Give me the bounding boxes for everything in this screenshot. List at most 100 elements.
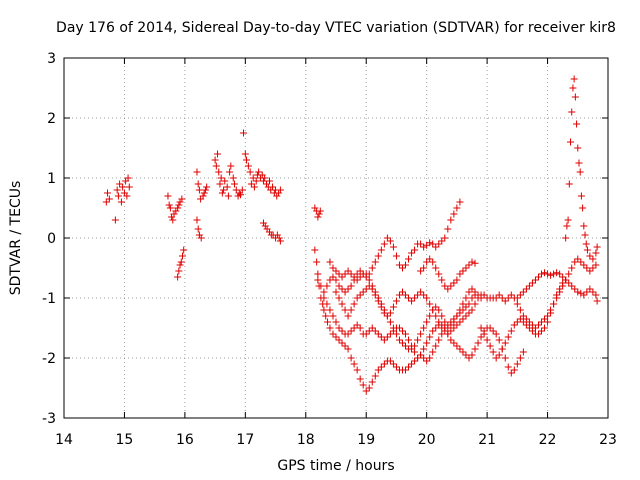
data-point [335, 324, 343, 332]
data-point [368, 324, 376, 332]
data-point [211, 156, 219, 164]
data-point [573, 120, 581, 128]
data-point [465, 309, 473, 317]
data-point [429, 258, 437, 266]
data-point [259, 177, 267, 185]
data-point [474, 294, 482, 302]
data-point [408, 297, 416, 305]
data-point [377, 333, 385, 341]
data-point [450, 339, 458, 347]
x-tick-label: 20 [418, 432, 436, 448]
data-point [429, 306, 437, 314]
data-point [229, 174, 237, 182]
data-point [244, 162, 252, 170]
data-point [275, 234, 283, 242]
data-point [405, 255, 413, 263]
data-point [335, 282, 343, 290]
data-point [577, 258, 585, 266]
data-point [453, 276, 461, 284]
data-point [583, 288, 591, 296]
data-point [220, 186, 228, 194]
data-point [589, 264, 597, 272]
data-point [322, 312, 330, 320]
data-point [389, 360, 397, 368]
data-point [492, 294, 500, 302]
data-point [273, 231, 281, 239]
data-point [344, 267, 352, 275]
data-point [456, 270, 464, 278]
data-point [374, 252, 382, 260]
data-point [241, 150, 249, 158]
data-point [240, 129, 248, 137]
data-point [236, 191, 244, 199]
data-point [338, 273, 346, 281]
data-point [583, 246, 591, 254]
data-point [553, 291, 561, 299]
data-point [324, 318, 332, 326]
data-point [341, 288, 349, 296]
data-point [356, 273, 364, 281]
data-point [223, 183, 231, 191]
data-point [266, 228, 274, 236]
series-seg13 [513, 269, 601, 305]
data-point [441, 282, 449, 290]
data-point [538, 318, 546, 326]
data-point [426, 333, 434, 341]
data-point [586, 285, 594, 293]
data-point [423, 318, 431, 326]
data-point [516, 306, 524, 314]
data-point [417, 330, 425, 338]
data-point [580, 291, 588, 299]
data-point [114, 192, 122, 200]
data-point [402, 330, 410, 338]
data-point [332, 276, 340, 284]
data-point [453, 342, 461, 350]
data-point [544, 312, 552, 320]
data-point [402, 342, 410, 350]
data-point [411, 294, 419, 302]
data-point [559, 273, 567, 281]
data-point [402, 366, 410, 374]
data-point [574, 144, 582, 152]
data-point [377, 300, 385, 308]
data-point [447, 327, 455, 335]
data-point [414, 336, 422, 344]
data-point [238, 186, 246, 194]
data-point [362, 285, 370, 293]
data-point [593, 243, 601, 251]
data-point [577, 289, 585, 297]
data-point [417, 240, 425, 248]
data-point [562, 276, 570, 284]
data-point [269, 183, 277, 191]
data-point [371, 372, 379, 380]
data-point [447, 282, 455, 290]
data-point [423, 357, 431, 365]
data-point [435, 270, 443, 278]
data-point [438, 321, 446, 329]
x-tick-label: 14 [55, 432, 73, 448]
data-point [402, 261, 410, 269]
data-point [423, 339, 431, 347]
data-point [592, 291, 600, 299]
data-point [438, 276, 446, 284]
data-point [371, 258, 379, 266]
data-point [314, 270, 322, 278]
data-point [405, 363, 413, 371]
data-point [432, 264, 440, 272]
data-point [353, 270, 361, 278]
data-point [525, 318, 533, 326]
data-point [176, 198, 184, 206]
data-point [383, 312, 391, 320]
data-point [124, 174, 132, 182]
y-tick-label: 2 [47, 111, 56, 127]
data-point [316, 207, 324, 215]
series-seg2 [164, 192, 188, 281]
data-point [195, 231, 203, 239]
data-point [117, 198, 125, 206]
data-point [441, 318, 449, 326]
data-point [510, 366, 518, 374]
data-point [507, 327, 515, 335]
data-point [353, 366, 361, 374]
data-point [368, 264, 376, 272]
data-point [453, 312, 461, 320]
